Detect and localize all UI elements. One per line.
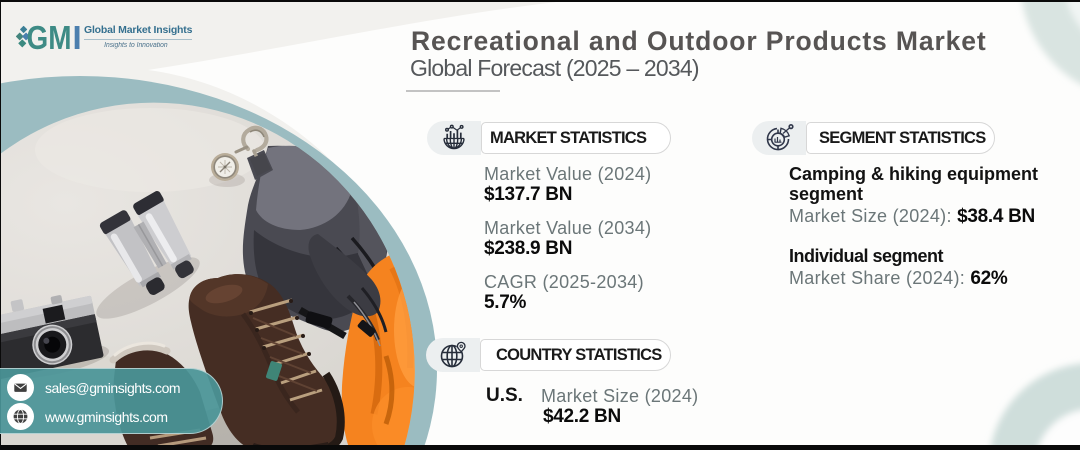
svg-text:GM: GM	[27, 22, 72, 54]
svg-text:I: I	[73, 22, 82, 54]
